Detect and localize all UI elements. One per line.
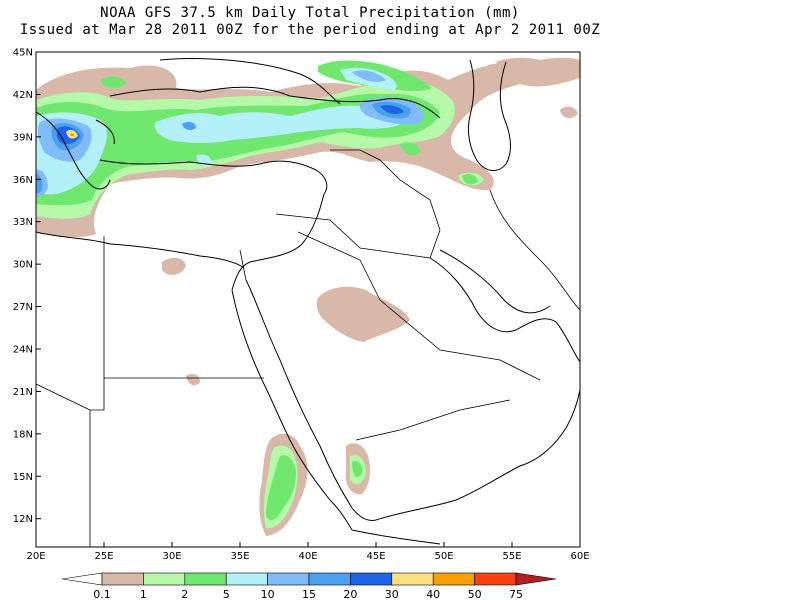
colorbar-label: 1 (140, 588, 147, 600)
lon-tick-label: 20E (26, 551, 45, 562)
colorbar-right-arrow (515, 572, 557, 586)
colorbar-left-arrow (61, 572, 103, 586)
precip-fields (36, 57, 580, 536)
map-subtitle: Issued at Mar 28 2011 00Z for the period… (19, 22, 601, 38)
colorbar-swatch (101, 572, 144, 586)
lon-tick-label: 60E (570, 551, 589, 562)
colorbar-label: 75 (509, 588, 523, 600)
lon-tick-label: 25E (94, 551, 113, 562)
colorbar-swatch (225, 572, 268, 586)
lon-tick-label: 35E (230, 551, 249, 562)
colorbar-label: 40 (426, 588, 440, 600)
lat-tick-label: 12N (13, 514, 33, 525)
colorbar-label: 50 (468, 588, 482, 600)
map-title: NOAA GFS 37.5 km Daily Total Precipitati… (100, 5, 520, 21)
lat-tick-label: 33N (13, 217, 33, 228)
colorbar-label: 10 (261, 588, 275, 600)
colorbar-label: 5 (223, 588, 230, 600)
lat-tick-label: 45N (13, 48, 33, 59)
lat-tick-label: 39N (13, 132, 33, 143)
colorbar: 0.1 1 2 5 10 15 20 30 40 50 75 (61, 572, 557, 600)
colorbar-swatch (267, 572, 310, 586)
lat-tick-label: 24N (13, 345, 33, 356)
longitude-axis: 20E 25E 30E 35E 40E 45E 50E 55E 60E (26, 542, 590, 562)
lon-tick-label: 55E (502, 551, 521, 562)
lat-tick-label: 27N (13, 302, 33, 313)
colorbar-swatch (432, 572, 475, 586)
lon-tick-label: 45E (366, 551, 385, 562)
lon-tick-label: 40E (298, 551, 317, 562)
lat-tick-label: 18N (13, 429, 33, 440)
lat-tick-label: 36N (13, 175, 33, 186)
colorbar-label: 20 (343, 588, 357, 600)
colorbar-label: 15 (302, 588, 316, 600)
colorbar-swatch (184, 572, 227, 586)
coastlines (35, 58, 581, 545)
borders (35, 149, 581, 547)
lon-tick-label: 30E (162, 551, 181, 562)
colorbar-label: 30 (385, 588, 399, 600)
colorbar-label: 2 (181, 588, 188, 600)
lat-tick-label: 21N (13, 387, 33, 398)
lat-tick-label: 15N (13, 472, 33, 483)
colorbar-swatch (308, 572, 351, 586)
colorbar-swatch (350, 572, 393, 586)
lat-tick-label: 30N (13, 260, 33, 271)
colorbar-swatch (143, 572, 186, 586)
lat-tick-label: 42N (13, 90, 33, 101)
lon-tick-label: 50E (434, 551, 453, 562)
colorbar-swatch (391, 572, 434, 586)
latitude-axis: 45N 42N 39N 36N 33N 30N 27N 24N 21N 18N 15N 12N (13, 48, 41, 525)
colorbar-swatch (474, 572, 517, 586)
colorbar-label: 0.1 (93, 588, 111, 600)
